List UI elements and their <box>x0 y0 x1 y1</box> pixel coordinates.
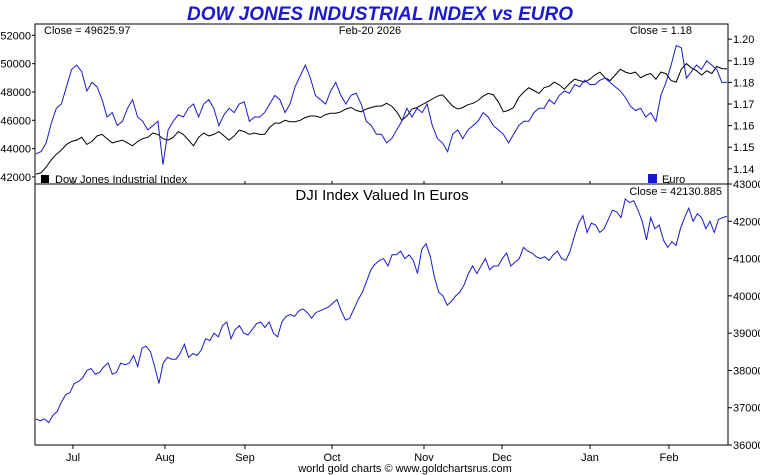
right-axis-tick-label: 1.14 <box>733 164 754 176</box>
x-axis-tick-label: Aug <box>155 452 175 464</box>
left-axis-tick-label: 44000 <box>0 144 31 156</box>
x-axis-tick-label: Jul <box>66 452 80 464</box>
bottom-close-label: Close = 42130.885 <box>629 186 722 198</box>
x-axis-tick-label: Feb <box>660 452 679 464</box>
right-axis-tick-label: 1.18 <box>733 77 754 89</box>
dji-in-euros-series-line <box>35 197 728 424</box>
x-axis-tick-label: Sep <box>235 452 255 464</box>
left-axis-tick-label: 42000 <box>0 172 31 184</box>
bottom-axis-tick-label: 37000 <box>733 403 760 415</box>
left-axis-tick-label: 50000 <box>0 59 31 71</box>
legend-label-euro: Euro <box>662 174 685 186</box>
bottom-axis-tick-label: 39000 <box>733 328 760 340</box>
right-axis-tick-label: 1.16 <box>733 121 754 133</box>
right-axis-ticks: 1.14 1.15 1.16 1.17 1.18 1.19 1.20 <box>728 34 754 176</box>
x-axis-ticks: Jul Aug Sep Oct Nov Dec Jan Feb <box>66 181 679 464</box>
bottom-axis-tick-label: 43000 <box>733 179 760 191</box>
bottom-axis-tick-label: 42000 <box>733 216 760 228</box>
legend-swatch-dow <box>41 175 49 183</box>
bottom-axis-tick-label: 38000 <box>733 365 760 377</box>
bottom-axis-tick-label: 41000 <box>733 254 760 266</box>
x-axis-tick-label: Nov <box>414 452 434 464</box>
x-axis-tick-label: Oct <box>323 452 340 464</box>
x-axis-tick-label: Jan <box>581 452 599 464</box>
left-close-label: Close = 49625.97 <box>44 25 131 37</box>
left-axis-tick-label: 48000 <box>0 87 31 99</box>
euro-series-line <box>35 44 727 165</box>
dow-jones-series-line <box>35 62 728 175</box>
legend-label-dow: Dow Jones Industrial Index <box>55 174 188 186</box>
bottom-panel-title: DJI Index Valued In Euros <box>295 187 468 204</box>
right-axis-tick-label: 1.19 <box>733 56 754 68</box>
left-axis-tick-label: 52000 <box>0 30 31 42</box>
right-axis-tick-label: 1.17 <box>733 99 754 111</box>
right-close-label: Close = 1.18 <box>630 25 692 37</box>
right-axis-tick-label: 1.15 <box>733 142 754 154</box>
bottom-panel-frame <box>34 183 729 446</box>
bottom-right-axis-ticks: 36000 37000 38000 39000 40000 41000 42000 43000 <box>728 179 760 452</box>
top-panel-frame <box>34 23 729 185</box>
x-axis-tick-label: Dec <box>492 452 512 464</box>
legend-swatch-euro <box>648 174 657 183</box>
left-axis-tick-label: 46000 <box>0 115 31 127</box>
footer-credit: world gold charts © www.goldchartsrus.co… <box>297 463 512 475</box>
bottom-axis-tick-label: 36000 <box>733 440 760 452</box>
date-label: Feb-20 2026 <box>339 25 401 37</box>
chart-title: DOW JONES INDUSTRIAL INDEX vs EURO <box>187 4 573 25</box>
left-axis-ticks: 42000 44000 46000 48000 50000 52000 <box>0 30 35 184</box>
bottom-axis-tick-label: 40000 <box>733 291 760 303</box>
right-axis-tick-label: 1.20 <box>733 34 754 46</box>
